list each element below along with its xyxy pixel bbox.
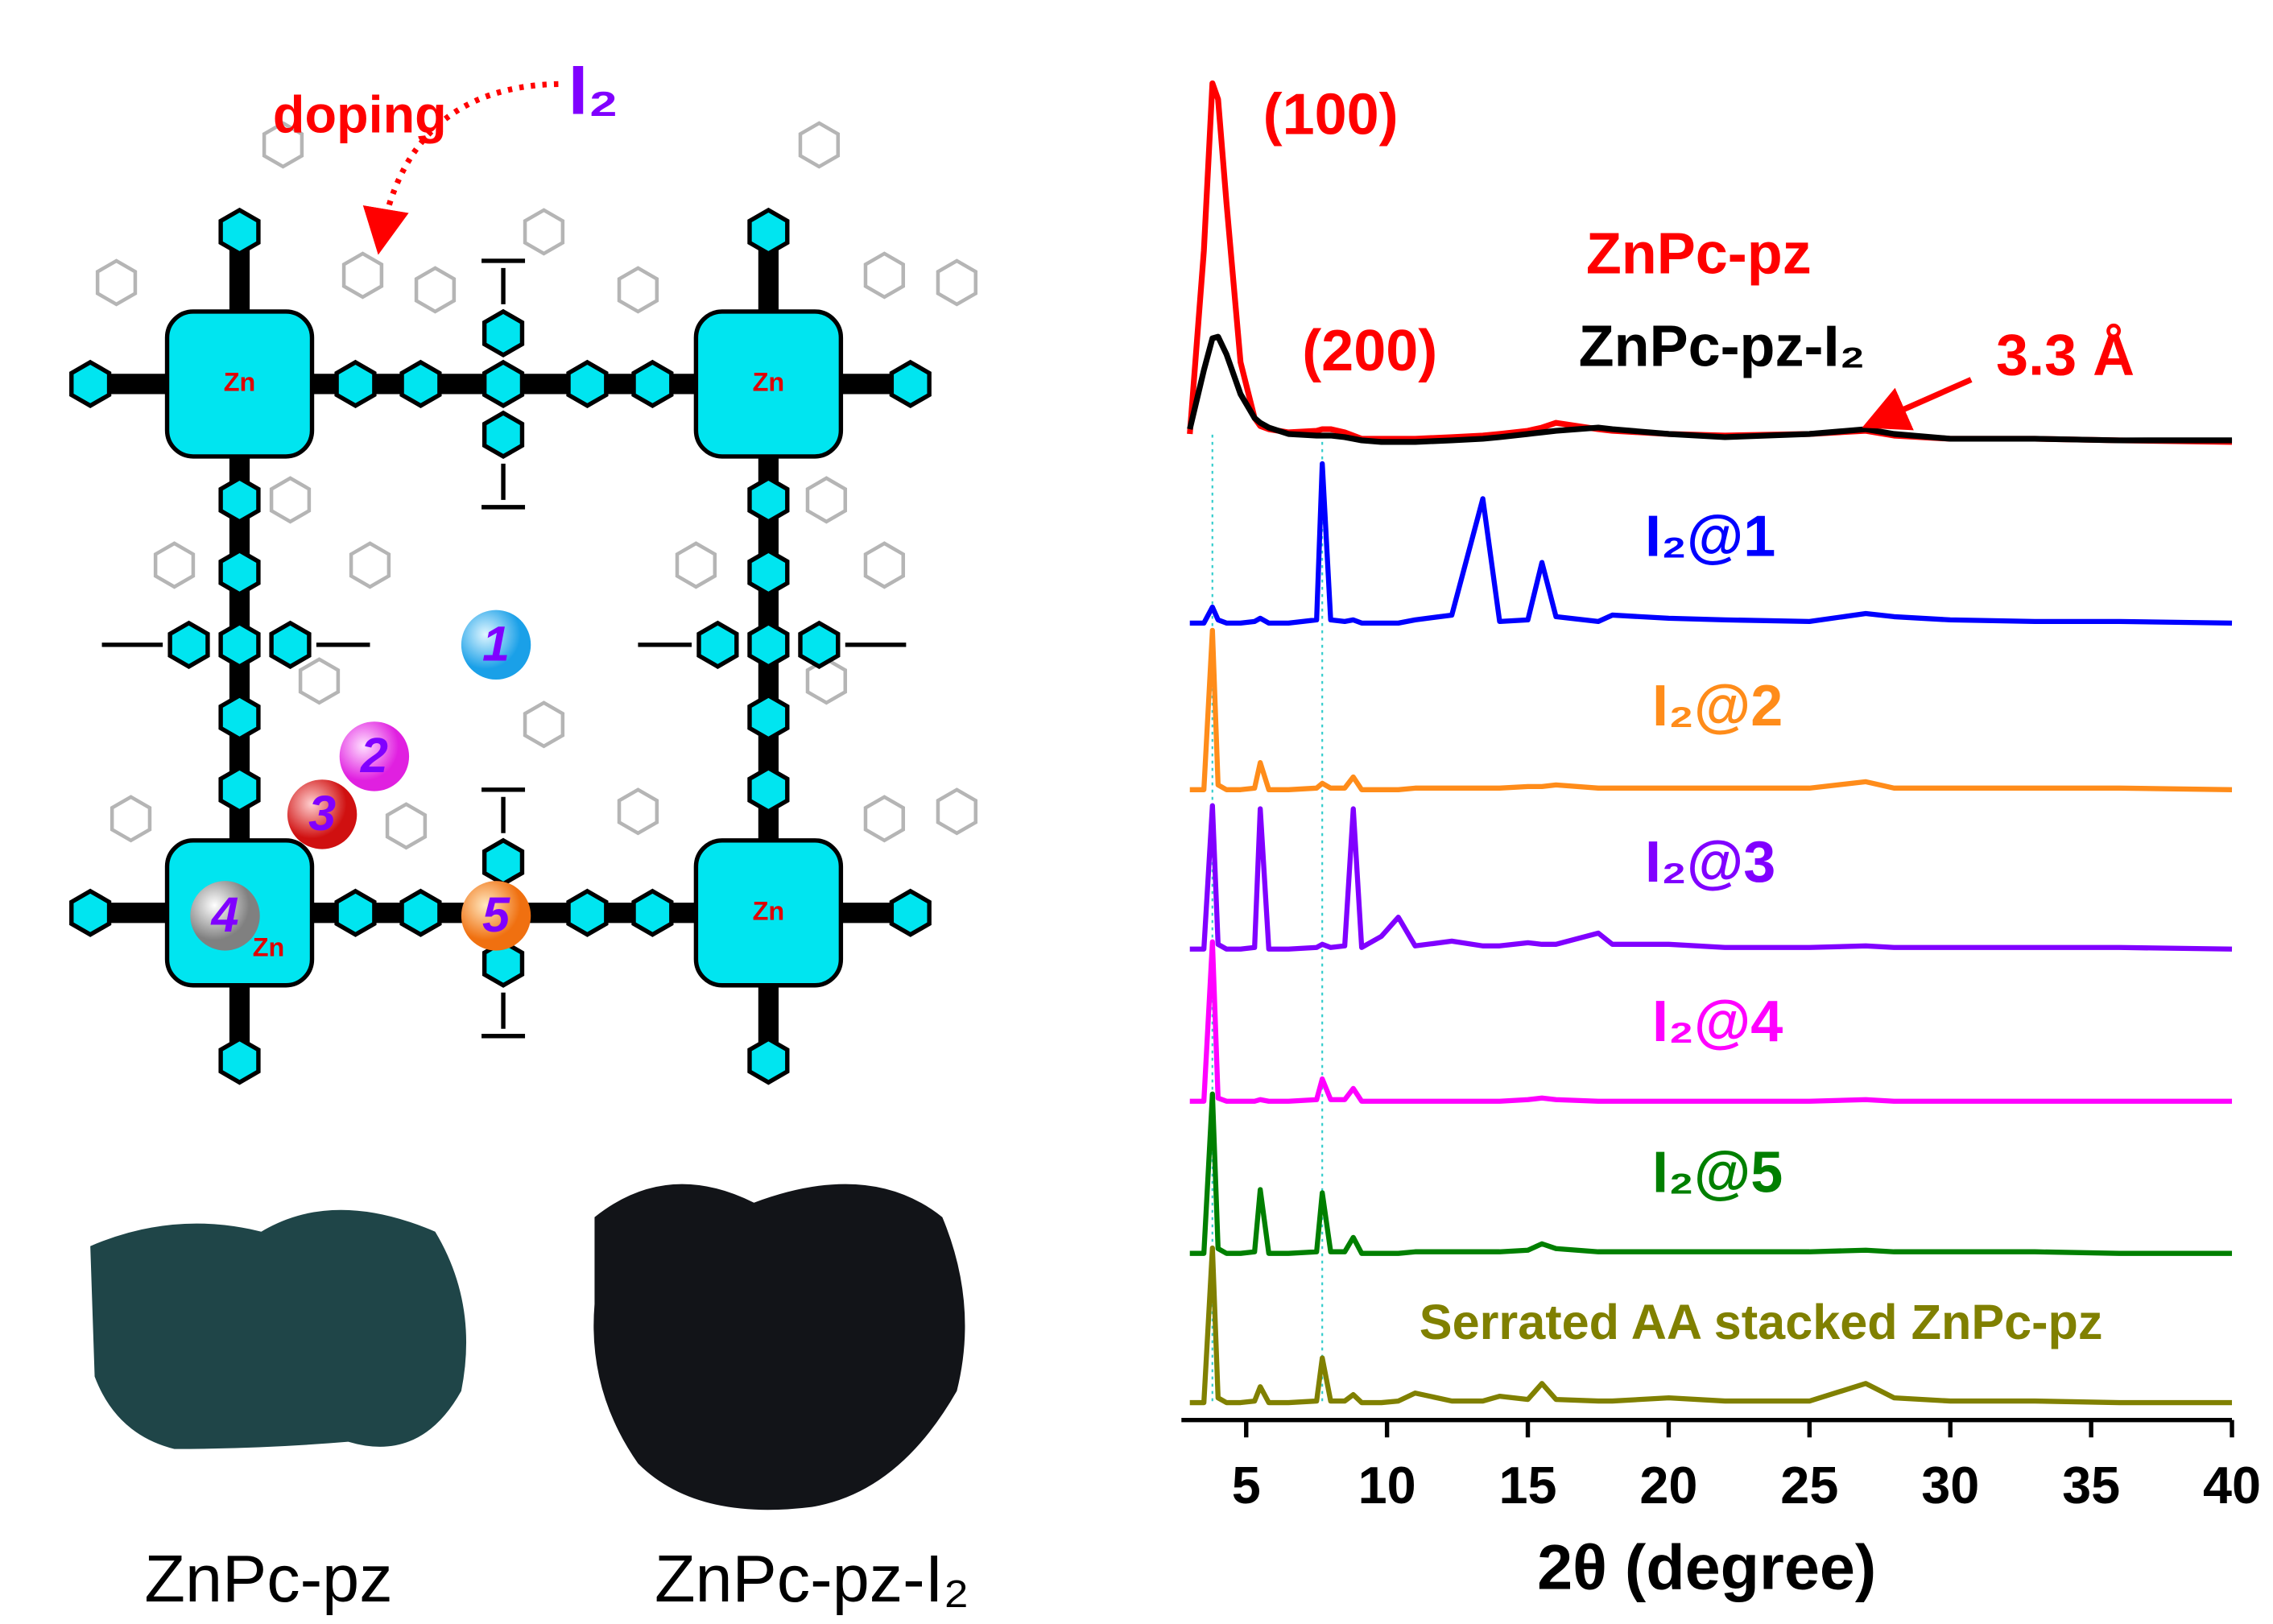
series-label: I₂@1 [1645,504,1775,568]
series-label: ZnPc-pz-I₂ [1579,315,1866,379]
xrd-chart: ZnPc-pz ZnPc-pz-I₂ I₂@1 I₂@2 I₂@3 I₂@4 I₂@5 Ser… [1181,83,2261,1603]
x-tick-label: 15 [1499,1456,1557,1514]
series-label: ZnPc-pz [1586,221,1812,286]
annotation: 3.3 Å [1996,323,2135,387]
zn-label: Zn [753,896,785,925]
doping-label: doping [273,85,447,144]
x-tick-label: 40 [2203,1456,2261,1514]
photo-caption: ZnPc-pz-I₂ [655,1541,969,1616]
photo-zncpz [90,1210,466,1449]
photo-zncpz-i2 [593,1184,965,1510]
series-label: Serrated AA stacked ZnPc-pz [1420,1295,2103,1349]
dopant-label: I₂ [568,52,618,130]
series-label: I₂@5 [1652,1140,1783,1205]
site-label: 2 [360,728,388,783]
zn-label: Zn [224,367,256,396]
x-tick-label: 10 [1358,1456,1416,1514]
x-axis-label: 2θ (degree) [1537,1531,1876,1603]
x-tick-label: 20 [1639,1456,1697,1514]
site-label: 4 [210,887,239,942]
x-tick-label: 25 [1780,1456,1838,1514]
annotation-arrow [1873,380,1971,424]
photo-caption: ZnPc-pz [144,1541,392,1616]
x-tick-label: 5 [1232,1456,1261,1514]
site-label: 5 [482,887,510,942]
page: {"diagram": {"doping": "doping", "dopant… [0,0,2273,1620]
site-label: 1 [482,617,510,672]
site-label: 3 [308,786,336,841]
zn-label: Zn [753,367,785,396]
annotation: (100) [1263,83,1399,147]
figure: doping I₂ Zn Zn Zn Zn 1 2 3 4 5 ZnPc-pz … [0,0,2273,1620]
zn-label: Zn [253,932,285,961]
series-label: I₂@3 [1645,830,1775,895]
x-tick-label: 30 [1921,1456,1979,1514]
series-label: I₂@4 [1652,990,1783,1054]
annotation: (200) [1302,319,1437,383]
x-tick-label: 35 [2062,1456,2120,1514]
series-label: I₂@2 [1652,674,1783,738]
